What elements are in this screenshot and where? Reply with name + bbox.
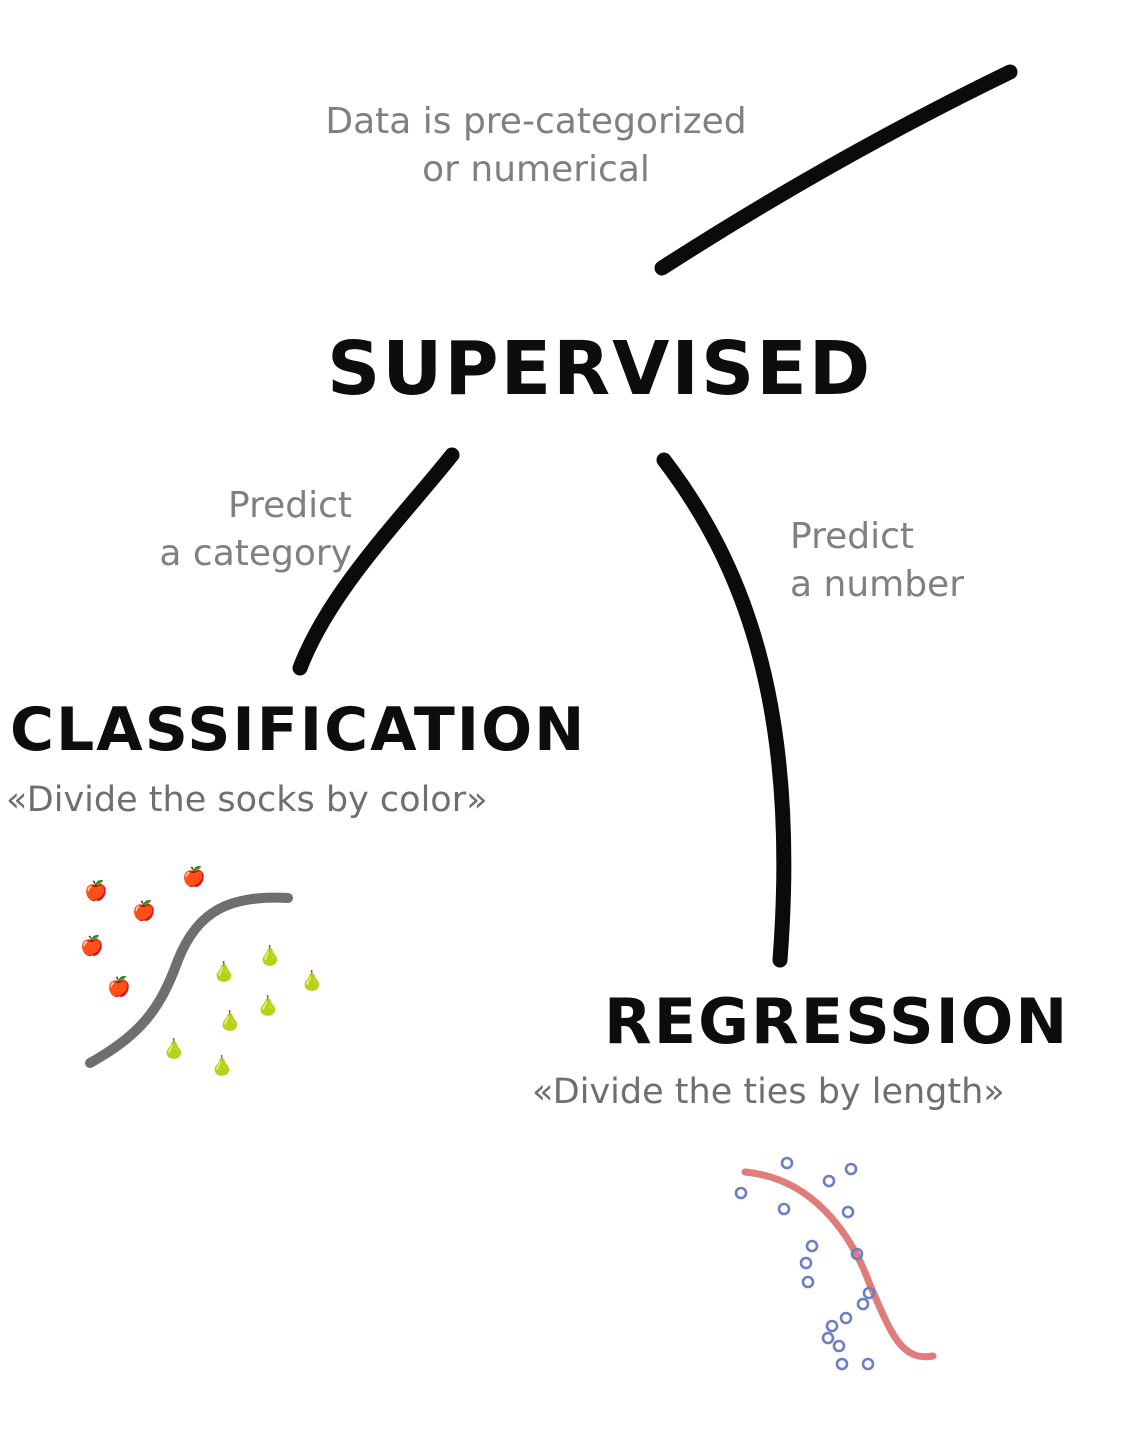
regression-data-point — [821, 1331, 835, 1345]
regression-data-point — [841, 1205, 855, 1219]
edge-to-regression — [656, 452, 792, 968]
regression-data-point — [780, 1156, 794, 1170]
regression-data-point — [822, 1174, 836, 1188]
regression-edge-label-line1: Predict — [790, 516, 914, 557]
regression-data-point — [801, 1275, 815, 1289]
regression-example: «Divide the ties by length» — [532, 1072, 1005, 1112]
regression-data-point — [835, 1357, 849, 1371]
root-incoming-edge — [654, 64, 1018, 276]
apple-icon: 🍎 — [80, 935, 104, 957]
root-edge-label-line2: or numerical — [422, 149, 650, 190]
regression-data-point — [832, 1339, 846, 1353]
pear-icon: 🍐 — [258, 945, 282, 967]
regression-data-points — [734, 1156, 876, 1371]
pear-icon: 🍐 — [218, 1010, 242, 1032]
pear-icon: 🍐 — [300, 970, 324, 992]
regression-data-point — [861, 1357, 875, 1371]
classification-node-title: CLASSIFICATION — [10, 695, 587, 765]
apple-icon: 🍎 — [107, 976, 131, 998]
classification-example: «Divide the socks by color» — [6, 780, 488, 820]
regression-data-point — [844, 1162, 858, 1176]
regression-node-title: REGRESSION — [604, 985, 1070, 1058]
regression-edge-label-line2: a number — [790, 564, 965, 605]
apple-icon: 🍎 — [132, 900, 156, 922]
apple-icon: 🍎 — [182, 866, 206, 888]
regression-data-point — [734, 1186, 748, 1200]
regression-data-point — [862, 1286, 876, 1300]
regression-data-point — [839, 1311, 853, 1325]
edge-to-classification — [292, 447, 460, 676]
apple-icon: 🍎 — [84, 880, 108, 902]
pear-icon: 🍐 — [162, 1038, 186, 1060]
classification-edge-label-line1: Predict — [228, 485, 352, 526]
regression-fit-curve — [741, 1168, 937, 1361]
regression-data-point — [856, 1297, 870, 1311]
pear-icon: 🍐 — [212, 961, 236, 983]
root-edge-label: Data is pre-categorized or numerical — [236, 98, 836, 194]
regression-edge-label: Predict a number — [790, 513, 964, 609]
regression-data-point — [825, 1319, 839, 1333]
regression-data-point — [805, 1239, 819, 1253]
classification-edge-label: Predict a category — [100, 482, 352, 578]
supervised-node-title: SUPERVISED — [327, 326, 873, 412]
pear-icon: 🍐 — [256, 995, 280, 1017]
regression-data-point — [777, 1202, 791, 1216]
root-edge-label-line1: Data is pre-categorized — [325, 101, 747, 142]
regression-data-point — [850, 1247, 864, 1261]
regression-data-point — [799, 1256, 813, 1270]
pear-icon: 🍐 — [210, 1055, 234, 1077]
classification-edge-label-line2: a category — [159, 533, 352, 574]
classification-boundary-curve — [85, 892, 293, 1068]
